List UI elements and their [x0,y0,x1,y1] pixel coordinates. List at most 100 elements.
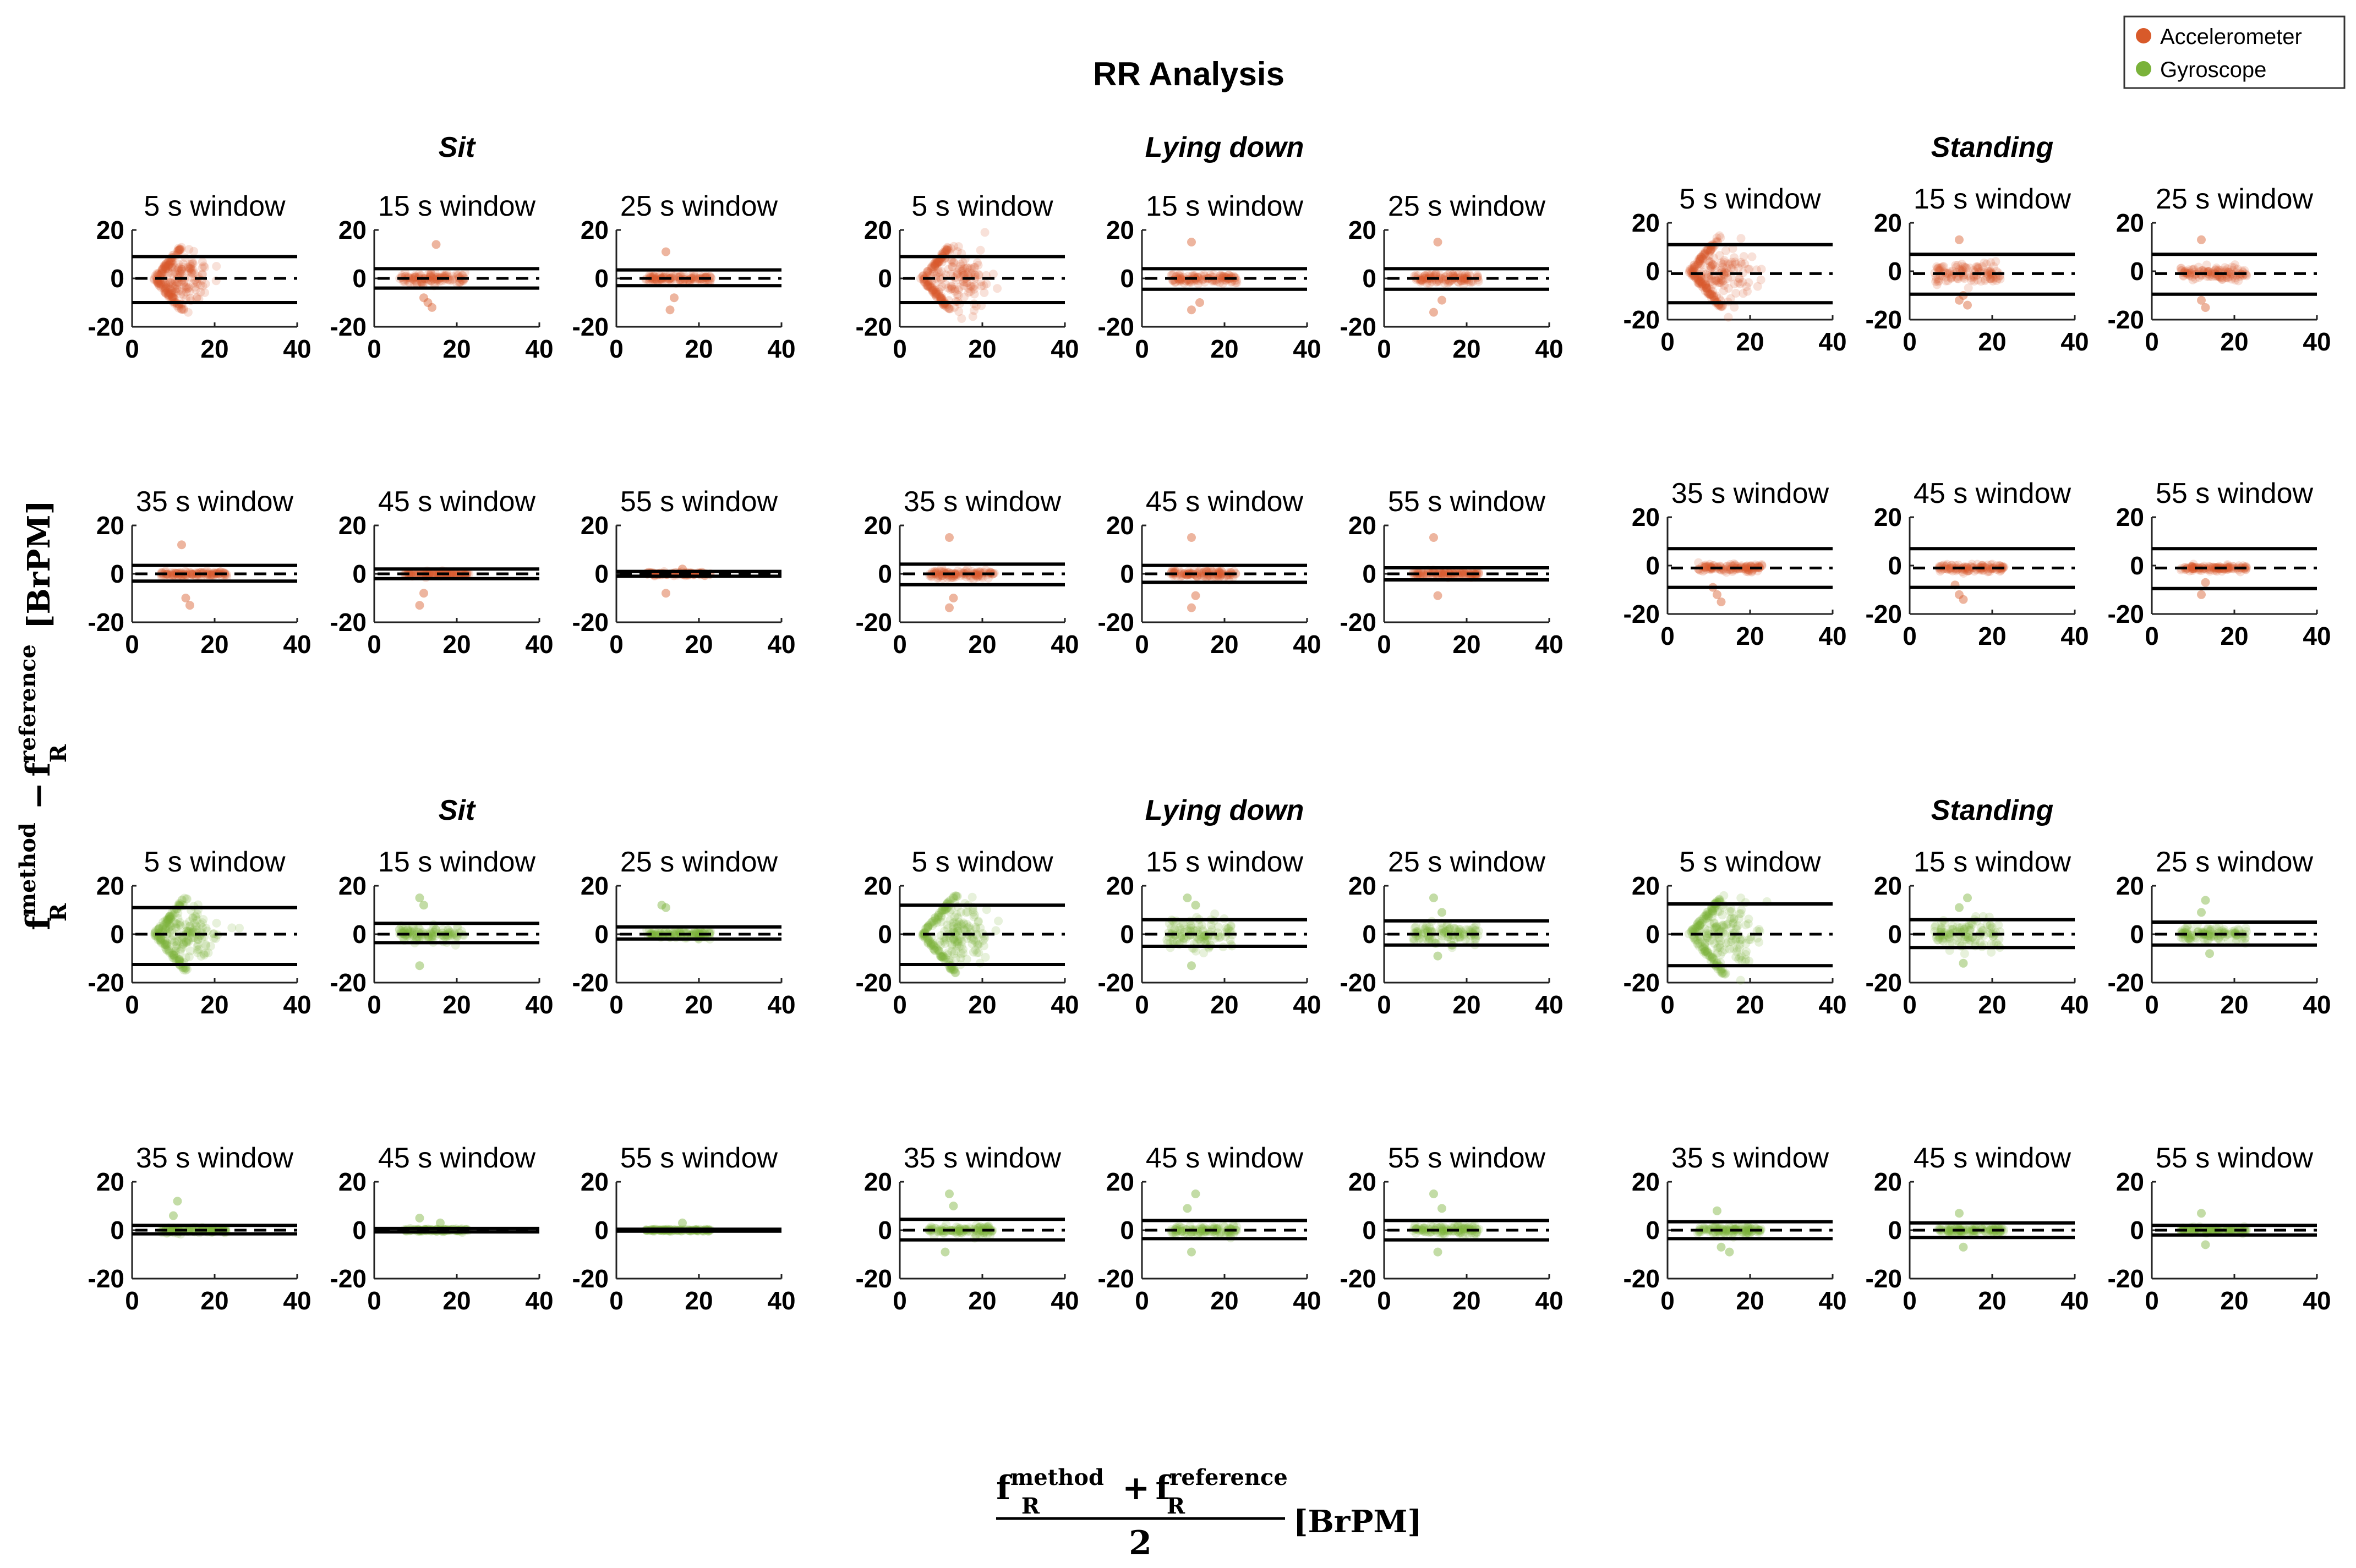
activity-header-sit-accelerometer: Sit [439,131,477,163]
x-tick-label: 0 [1135,1286,1149,1315]
data-point [160,262,170,271]
data-point [1437,908,1446,917]
x-tick-label: 20 [968,1286,996,1315]
panel-title: 25 s window [620,190,778,222]
data-point [171,953,180,963]
y-tick-label: 20 [1874,209,1902,237]
data-point [167,256,177,266]
data-point [161,285,170,294]
data-point [160,262,169,271]
data-point [1191,1189,1200,1198]
data-point [1461,935,1470,944]
data-point [156,280,166,289]
y-tick-label: 0 [594,264,609,293]
y-tick-label: 0 [1646,551,1660,580]
panel-title: 25 s window [2156,183,2314,215]
data-point [158,266,167,275]
x-tick-label: 0 [2145,622,2159,650]
data-point [668,928,677,937]
x-tick-label: 40 [2060,622,2089,650]
data-point [1980,276,1989,286]
data-point [168,293,178,302]
x-tick-label: 0 [1660,622,1675,650]
data-point [183,284,193,293]
data-point [176,289,185,299]
data-point [162,940,171,950]
data-point [188,259,198,268]
data-point [1703,245,1713,254]
data-point [187,265,196,274]
data-point [2222,565,2232,574]
data-point [168,293,177,302]
data-point [412,279,422,288]
y-tick-label: 0 [594,920,609,949]
data-point [212,918,221,928]
data-point [179,290,188,299]
data-point [155,922,165,931]
data-point [163,261,173,270]
data-point [177,304,186,314]
y-tick-label: -20 [1098,312,1134,341]
y-tick-label: -20 [330,968,367,997]
data-point [174,304,183,312]
y-tick-label: -20 [1866,305,1902,334]
data-point [161,289,171,298]
x-tick-label: 40 [2060,327,2089,356]
data-point [167,279,177,288]
x-tick-label: 0 [367,990,381,1019]
y-tick-label: 0 [110,920,124,949]
data-point [169,288,178,298]
y-tick-label: -20 [572,608,609,637]
data-point [1943,276,1953,286]
data-point [187,272,196,282]
x-tick-label: 0 [893,630,907,659]
y-tick-label: 20 [581,1167,609,1196]
data-point [2231,260,2239,270]
data-point [419,589,428,598]
data-point [182,283,191,292]
y-tick-label: 0 [878,1216,892,1244]
data-point [957,314,966,323]
panel-title: 35 s window [904,1142,1062,1174]
x-tick-label: 40 [767,1286,795,1315]
data-point [168,286,177,295]
data-point [163,267,172,276]
x-tick-label: 0 [1135,630,1149,659]
panel-title: 55 s window [2156,478,2314,509]
y-axis-label: fmethod R−freference R[BrPM] [15,500,72,930]
x-tick-label: 20 [1452,335,1480,363]
y-tick-label: -20 [1866,600,1902,628]
data-point [173,278,182,287]
data-point [168,281,178,290]
x-tick-label: 40 [1535,990,1563,1019]
data-point [154,268,163,278]
data-point [154,281,163,290]
data-point [162,259,171,268]
data-point [174,260,183,268]
y-tick-label: -20 [856,968,892,997]
data-point [193,909,202,919]
data-point [1183,1204,1192,1213]
data-point [423,298,433,307]
data-point [162,264,171,273]
x-tick-label: 20 [2220,622,2248,650]
data-point [150,274,158,283]
data-point [976,245,985,255]
data-point [1717,597,1726,606]
data-point [168,293,177,302]
data-point [198,269,207,278]
data-point [166,288,175,298]
data-point [172,284,182,294]
data-point [193,279,202,288]
y-tick-label: -20 [88,1264,124,1293]
y-tick-label: 0 [1888,257,1902,286]
data-point [163,289,173,299]
data-point [156,269,166,278]
data-point [179,939,188,949]
data-point [163,264,172,273]
data-point [198,263,207,272]
y-tick-label: 20 [1106,511,1134,540]
data-point [972,948,982,957]
panel-title: 25 s window [1388,190,1546,222]
xlabel-sup1: method [1010,1465,1104,1490]
